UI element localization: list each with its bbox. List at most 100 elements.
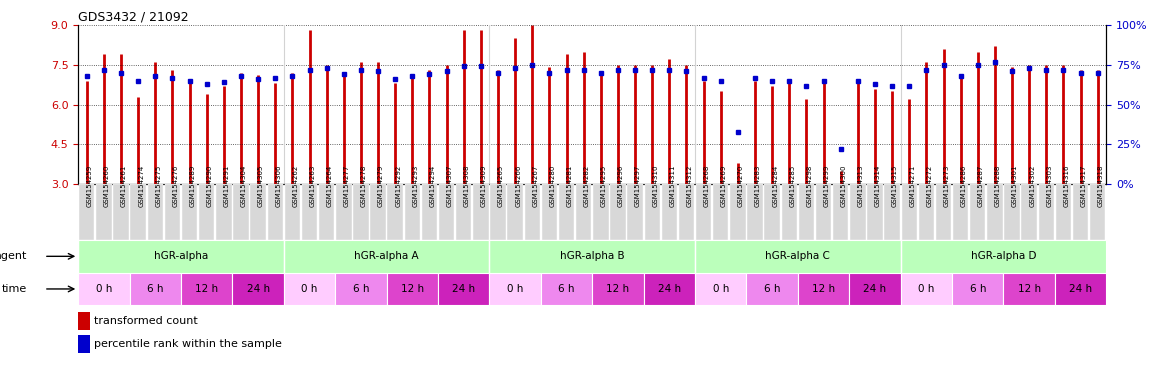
Bar (730, 184, 745, 240)
Text: GSM154309: GSM154309 (481, 165, 486, 207)
Bar (147, 184, 163, 240)
Bar (251, 184, 266, 240)
Text: GSM154279: GSM154279 (378, 165, 384, 207)
Bar (661, 184, 677, 240)
Text: GDS3432 / 21092: GDS3432 / 21092 (78, 11, 189, 24)
Text: hGR-alpha A: hGR-alpha A (354, 251, 419, 262)
Text: GSM154271: GSM154271 (910, 165, 915, 207)
Bar (78, 335, 91, 353)
Bar (1004, 273, 1055, 305)
Text: 6 h: 6 h (969, 284, 986, 294)
Bar (114, 184, 129, 240)
Bar (900, 273, 952, 305)
Text: GSM154277: GSM154277 (344, 165, 350, 207)
Bar (559, 184, 574, 240)
Bar (576, 184, 591, 240)
Bar (388, 184, 402, 240)
Bar (540, 273, 592, 305)
Text: GSM154262: GSM154262 (292, 165, 298, 207)
Bar (422, 184, 437, 240)
Bar (268, 184, 283, 240)
Bar (164, 184, 181, 240)
Bar (284, 273, 336, 305)
Bar (644, 273, 695, 305)
Bar (1004, 184, 1020, 240)
Text: 6 h: 6 h (353, 284, 369, 294)
Text: GSM154297: GSM154297 (635, 165, 641, 207)
Bar (182, 184, 198, 240)
Text: GSM154274: GSM154274 (138, 165, 144, 207)
Bar (936, 184, 951, 240)
Bar (628, 184, 643, 240)
Text: 12 h: 12 h (400, 284, 424, 294)
Text: GSM154299: GSM154299 (823, 165, 829, 207)
Bar (319, 184, 335, 240)
Bar (285, 184, 300, 240)
Text: GSM154281: GSM154281 (567, 165, 573, 207)
Text: GSM154291: GSM154291 (224, 165, 230, 207)
Text: GSM154275: GSM154275 (155, 165, 161, 207)
Text: GSM154263: GSM154263 (309, 165, 315, 207)
Text: 6 h: 6 h (147, 284, 163, 294)
Text: GSM154318: GSM154318 (1098, 165, 1104, 207)
Text: GSM154302: GSM154302 (1029, 165, 1035, 207)
Bar (1038, 184, 1055, 240)
Text: 12 h: 12 h (812, 284, 835, 294)
Bar (490, 273, 540, 305)
Text: GSM154311: GSM154311 (669, 165, 675, 207)
Bar (79, 184, 94, 240)
Text: 0 h: 0 h (95, 284, 112, 294)
Bar (370, 184, 385, 240)
Text: GSM154315: GSM154315 (892, 165, 898, 207)
Bar (1021, 184, 1037, 240)
Bar (695, 273, 746, 305)
Bar (696, 184, 712, 240)
Text: hGR-alpha: hGR-alpha (154, 251, 208, 262)
Bar (971, 184, 986, 240)
Bar (181, 273, 232, 305)
Text: GSM154284: GSM154284 (772, 165, 779, 207)
Bar (919, 184, 934, 240)
Text: transformed count: transformed count (94, 316, 198, 326)
Bar (953, 184, 968, 240)
Bar (336, 184, 352, 240)
Bar (850, 184, 866, 240)
Bar (902, 184, 917, 240)
Text: GSM154283: GSM154283 (756, 165, 761, 207)
Text: GSM154278: GSM154278 (361, 165, 367, 207)
Bar (900, 240, 1106, 273)
Text: GSM154259: GSM154259 (86, 165, 93, 207)
Bar (301, 184, 317, 240)
Text: GSM154295: GSM154295 (600, 165, 607, 207)
Bar (130, 273, 181, 305)
Bar (644, 184, 660, 240)
Text: GSM154266: GSM154266 (515, 165, 521, 207)
Text: GSM154285: GSM154285 (789, 165, 796, 207)
Text: hGR-alpha B: hGR-alpha B (560, 251, 624, 262)
Text: 12 h: 12 h (606, 284, 629, 294)
Bar (78, 240, 284, 273)
Bar (815, 184, 831, 240)
Text: GSM154270: GSM154270 (738, 165, 744, 207)
Bar (405, 184, 420, 240)
Bar (713, 184, 728, 240)
Text: 6 h: 6 h (558, 284, 575, 294)
Bar (439, 184, 454, 240)
Text: GSM154288: GSM154288 (995, 165, 1000, 207)
Bar (952, 273, 1004, 305)
Text: GSM154280: GSM154280 (550, 165, 555, 207)
Text: GSM154265: GSM154265 (498, 165, 504, 207)
Bar (695, 240, 900, 273)
Bar (97, 184, 112, 240)
Bar (457, 184, 471, 240)
Bar (78, 312, 91, 330)
Text: GSM154296: GSM154296 (618, 165, 624, 207)
Text: GSM154317: GSM154317 (1081, 165, 1087, 207)
Bar (1056, 184, 1071, 240)
Bar (1055, 273, 1106, 305)
Bar (216, 184, 231, 240)
Bar (748, 184, 762, 240)
Bar (490, 240, 695, 273)
Bar (199, 184, 214, 240)
Text: GSM154294: GSM154294 (429, 165, 436, 207)
